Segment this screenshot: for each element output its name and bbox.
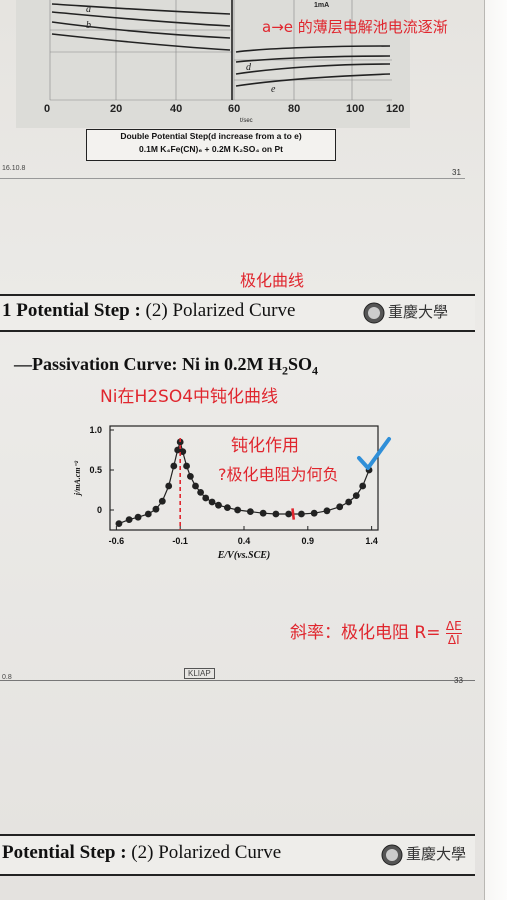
data-point — [197, 489, 205, 496]
handwritten-note-title: Ni在H2SO4中钝化曲线 — [100, 387, 279, 407]
data-point — [192, 482, 199, 490]
top-x-tick: 20 — [110, 103, 122, 115]
adjacent-page-edge — [484, 0, 507, 900]
slide-page-number: 33 — [454, 676, 463, 685]
curve-label-b: b — [86, 20, 91, 31]
current-scale-label: 1mA — [314, 2, 330, 9]
data-point — [259, 509, 267, 517]
university-logo: 重慶大學 — [363, 302, 448, 324]
handwritten-note-passivation: 钝化作用 — [231, 436, 299, 456]
handwritten-note-slope: 斜率：极化电阻 R= ΔE ΔI — [290, 618, 462, 647]
data-point — [179, 448, 187, 455]
x-axis-label: E/V(vs.SCE) — [217, 550, 271, 561]
slide-header-title: 1 Potential Step : (2) Polarized Curve — [2, 300, 296, 321]
previous-slide: a b d e 0 20 40 60 80 100 120 t/sec 1mA a→e 的薄… — [0, 0, 465, 179]
slide-footer-left: 0.8 — [2, 674, 12, 681]
data-point — [187, 473, 194, 480]
data-point — [215, 501, 222, 509]
y-tick-label: 0.5 — [89, 465, 102, 475]
x-tick-label: 0.4 — [238, 536, 251, 546]
x-tick-label: -0.1 — [172, 536, 188, 546]
data-point — [246, 508, 254, 515]
top-x-tick: 100 — [346, 103, 364, 115]
top-x-tick: 80 — [288, 103, 300, 115]
footer-center-logo: KLIAP — [184, 668, 215, 679]
data-point — [165, 482, 173, 490]
passivation-chart: -0.6 -0.1 0.4 0.9 1.4 0 0.5 1.0 E/V(vs.SCE) j/mA.… — [73, 425, 379, 561]
slope-denominator: ΔI — [447, 632, 460, 647]
red-tick-mark — [291, 508, 296, 520]
top-x-tick: 60 — [228, 103, 240, 115]
caption-line-2: 0.1M K₄Fe(CN)₆ + 0.2M K₂SO₄ on Pt — [139, 144, 283, 154]
data-point — [125, 516, 133, 523]
data-point — [115, 520, 123, 527]
slope-numerator: ΔE — [445, 618, 462, 634]
svg-text:重慶大學: 重慶大學 — [406, 845, 466, 863]
slide-header: 1 Potential Step : (2) Polarized Curve 重… — [0, 294, 475, 332]
curve-label-e: e — [271, 84, 276, 95]
y-axis-label: j/mA.cm⁻² — [73, 460, 82, 497]
data-point — [298, 510, 305, 518]
x-tick-label: 1.4 — [365, 536, 378, 546]
top-x-tick: 120 — [386, 103, 404, 115]
data-point — [208, 498, 216, 506]
handwritten-note-top: a→e 的薄层电解池电流逐渐 — [262, 18, 448, 36]
caption-line-1: Double Potential Step(d increase from a … — [120, 131, 302, 141]
curve-label-a: a — [86, 4, 91, 15]
double-step-chart: a b d e 0 20 40 60 80 100 120 t/sec — [16, 0, 410, 128]
handwritten-note-polarization: 极化曲线 — [240, 271, 305, 290]
y-tick-label: 1.0 — [89, 425, 102, 435]
data-point — [170, 462, 178, 470]
data-point — [202, 494, 210, 502]
y-tick-label: 0 — [97, 505, 102, 515]
data-point — [359, 482, 367, 490]
passivation-slide — [0, 338, 475, 681]
footer-date: 16.10.8 — [2, 165, 26, 172]
handwritten-note-question: ?极化电阻为何负 — [218, 465, 339, 484]
top-x-tick: 40 — [170, 103, 182, 115]
x-tick-label: -0.6 — [109, 536, 125, 546]
curve-label-d: d — [246, 62, 252, 73]
data-point — [352, 492, 360, 499]
slide-subtitle: —Passivation Curve: Ni in 0.2M H2SO4 — [14, 354, 319, 378]
x-axis-label: t/sec — [240, 118, 253, 124]
check-mark-icon — [357, 437, 391, 470]
data-point — [345, 498, 353, 506]
x-tick-label: 0.9 — [302, 536, 315, 546]
next-slide-title: Potential Step : (2) Polarized Curve — [2, 842, 282, 863]
data-point — [158, 497, 166, 505]
data-point — [183, 462, 190, 470]
university-logo-bottom: 重慶大學 — [381, 844, 466, 866]
data-point — [174, 446, 182, 454]
next-slide-header: Potential Step : (2) Polarized Curve 重慶大… — [0, 834, 475, 876]
data-point — [234, 506, 242, 514]
data-point — [144, 510, 152, 518]
data-point — [272, 510, 280, 518]
data-point — [336, 503, 344, 511]
data-point — [310, 509, 318, 517]
figure-caption: Double Potential Step(d increase from a … — [86, 129, 336, 161]
data-point — [134, 513, 142, 521]
top-x-tick: 0 — [44, 103, 50, 115]
page-number: 31 — [452, 168, 461, 177]
data-point — [152, 505, 160, 513]
data-point — [323, 507, 331, 515]
data-point — [285, 510, 293, 518]
svg-text:重慶大學: 重慶大學 — [388, 303, 448, 321]
data-point — [224, 504, 231, 511]
